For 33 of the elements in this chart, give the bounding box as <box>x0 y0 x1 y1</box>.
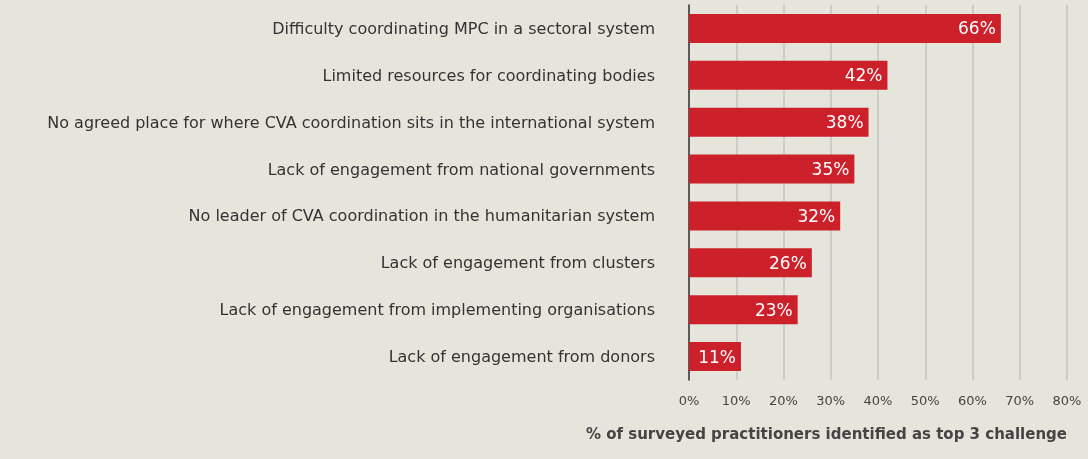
x-tick-label: 50% <box>910 393 940 408</box>
y-tick-label: Lack of engagement from implementing organisations <box>219 300 655 320</box>
data-label: 42% <box>844 65 883 86</box>
x-tick-label: 0% <box>678 393 700 408</box>
bar <box>689 154 855 184</box>
x-tick-label: 20% <box>769 393 798 408</box>
y-tick-label: Lack of engagement from donors <box>388 347 655 367</box>
bar <box>689 13 1001 43</box>
y-tick-label: No leader of CVA coordination in the humanitarian system <box>188 206 655 226</box>
data-label: 23% <box>754 299 793 320</box>
x-tick-label: 60% <box>958 393 987 408</box>
data-label: 38% <box>825 112 864 133</box>
y-tick-label: Difficulty coordinating MPC in a sectoral system <box>272 18 655 38</box>
x-axis-title: % of surveyed practitioners identified as top 3 challenge <box>585 424 1067 443</box>
x-tick-label: 80% <box>1052 393 1082 408</box>
y-tick-label: Limited resources for coordinating bodies <box>322 65 655 85</box>
bar <box>689 295 798 325</box>
x-tick-label: 10% <box>721 393 751 408</box>
data-label: 26% <box>769 252 807 273</box>
bar <box>689 248 812 278</box>
data-label: 66% <box>958 18 996 39</box>
bar <box>689 201 841 231</box>
data-label: 32% <box>797 205 836 226</box>
y-tick-label: No agreed place for where CVA coordination sits in the international system <box>47 112 655 132</box>
data-label: 35% <box>811 159 850 180</box>
y-tick-label: Lack of engagement from national governments <box>267 159 655 179</box>
data-label: 11% <box>698 346 736 367</box>
x-tick-label: 40% <box>863 393 893 408</box>
y-tick-label: Lack of engagement from clusters <box>380 253 655 273</box>
bar <box>689 60 888 90</box>
x-tick-label: 30% <box>816 393 846 408</box>
bar <box>689 107 869 137</box>
x-tick-label: 70% <box>1005 393 1035 408</box>
